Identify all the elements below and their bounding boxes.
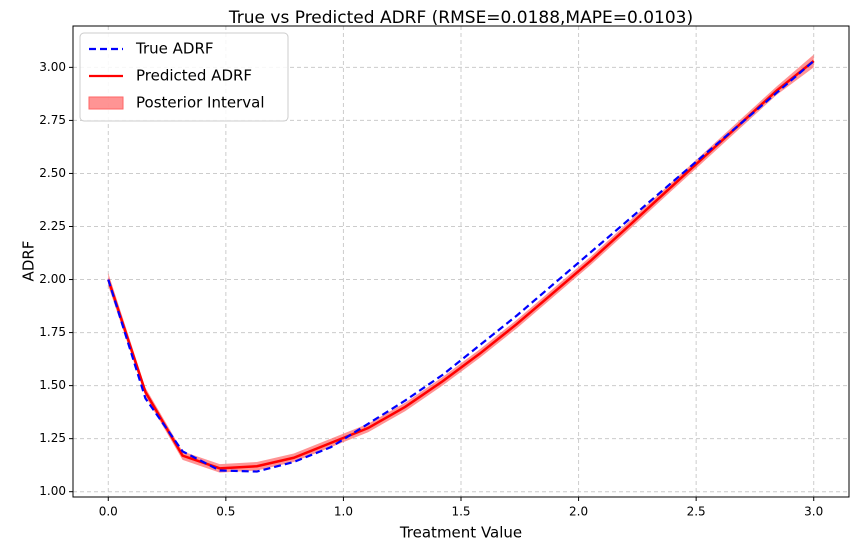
x-tick-label: 2.0 — [569, 505, 588, 519]
y-tick-label: 2.50 — [39, 166, 66, 180]
y-tick-label: 1.25 — [39, 431, 66, 445]
line — [107, 60, 815, 470]
line — [107, 60, 815, 473]
x-tick-label: 1.0 — [334, 505, 353, 519]
legend-box — [79, 32, 289, 122]
x-axis-label: Treatment Value — [399, 524, 522, 542]
x-tick-label: 0.0 — [99, 505, 118, 519]
y-tick-label: 1.75 — [39, 325, 66, 339]
plot-frame — [72, 25, 850, 498]
y-tick-label: 2.00 — [39, 272, 66, 286]
y-axis-label: ADRF — [20, 241, 38, 282]
y-tick-label: 1.00 — [39, 484, 66, 498]
x-tick-label: 0.5 — [216, 505, 235, 519]
y-tick-label: 1.50 — [39, 378, 66, 392]
x-tick-label: 2.5 — [687, 505, 706, 519]
x-tick-label: 1.5 — [451, 505, 470, 519]
y-tick-label: 3.00 — [39, 60, 66, 74]
chart-title: True vs Predicted ADRF (RMSE=0.0188,MAPE… — [228, 8, 693, 28]
legend-label: Predicted ADRF — [136, 67, 252, 85]
legend-swatch — [88, 96, 124, 110]
legend: True ADRF Predicted ADRF Posterior Interva… — [79, 32, 289, 122]
y-tick-label: 2.25 — [39, 219, 66, 233]
y-tick-label: 2.75 — [39, 113, 66, 127]
legend-label: Posterior Interval — [136, 94, 265, 112]
legend-label: True ADRF — [135, 40, 214, 58]
x-tick-label: 3.0 — [804, 505, 823, 519]
